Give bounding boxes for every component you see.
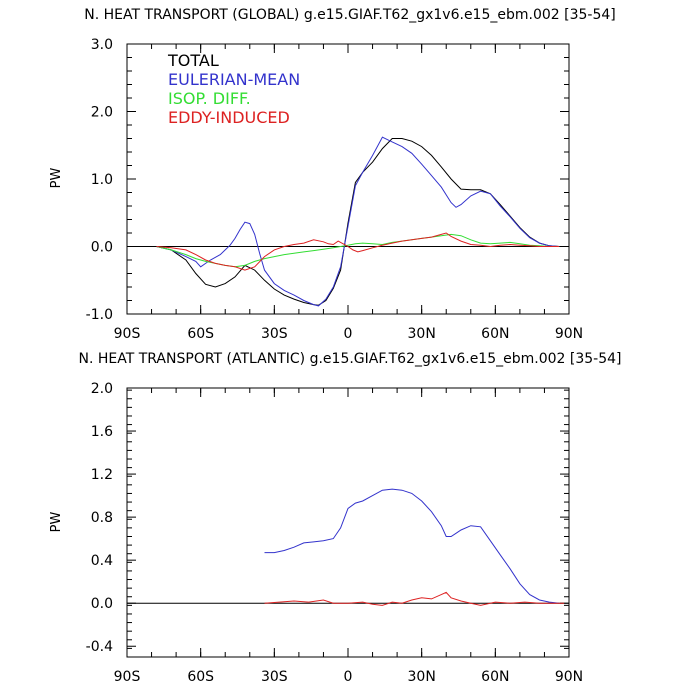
y-tick-label: 1.2 [91, 467, 113, 483]
y-tick-label: 1.6 [91, 424, 113, 440]
legend-entry: EULERIAN-MEAN [168, 70, 300, 89]
chart-global: N. HEAT TRANSPORT (GLOBAL) g.e15.GIAF.T6… [49, 7, 616, 342]
series-line-isop-diff [156, 233, 560, 268]
plot-frame [126, 387, 570, 658]
chart-title: N. HEAT TRANSPORT (ATLANTIC) g.e15.GIAF.… [78, 351, 621, 367]
x-tick-label: 30S [261, 669, 288, 685]
x-tick-label: 30N [408, 326, 436, 342]
series-line-eulerian-mean [264, 488, 560, 604]
chart-title: N. HEAT TRANSPORT (GLOBAL) g.e15.GIAF.T6… [84, 7, 616, 23]
x-tick-label: 90N [555, 669, 583, 685]
x-tick-label: 0 [344, 326, 353, 342]
y-tick-label: 0.4 [91, 553, 113, 569]
y-axis-label: PW [49, 512, 64, 533]
x-tick-label: 90S [114, 669, 141, 685]
series-line-eddy-induced [156, 232, 560, 271]
y-tick-label: 3.0 [91, 37, 113, 53]
x-tick-label: 90N [555, 326, 583, 342]
y-tick-label: 2.0 [91, 105, 113, 121]
x-tick-label: 30S [261, 326, 288, 342]
y-tick-label: -0.4 [86, 639, 113, 655]
y-axis-label: PW [49, 168, 64, 189]
series-line-eddy-induced [264, 591, 565, 606]
x-tick-label: 60S [187, 669, 214, 685]
chart-atlantic: N. HEAT TRANSPORT (ATLANTIC) g.e15.GIAF.… [49, 351, 622, 685]
x-tick-label: 90S [114, 326, 141, 342]
legend-entry: ISOP. DIFF. [168, 89, 251, 108]
x-tick-label: 60N [481, 669, 509, 685]
y-tick-label: 0.0 [91, 596, 113, 612]
y-tick-label: 2.0 [91, 381, 113, 397]
y-tick-label: 1.0 [91, 172, 113, 188]
legend-entry: EDDY-INDUCED [168, 108, 290, 127]
y-tick-label: -1.0 [86, 307, 113, 323]
series-line-total [156, 138, 560, 306]
x-tick-label: 30N [408, 669, 436, 685]
series-line-eulerian-mean [156, 136, 560, 307]
legend-entry: TOTAL [167, 51, 219, 70]
x-tick-label: 60S [187, 326, 214, 342]
y-tick-label: 0.0 [91, 240, 113, 256]
x-tick-label: 0 [344, 669, 353, 685]
x-tick-label: 60N [481, 326, 509, 342]
y-tick-label: 0.8 [91, 510, 113, 526]
